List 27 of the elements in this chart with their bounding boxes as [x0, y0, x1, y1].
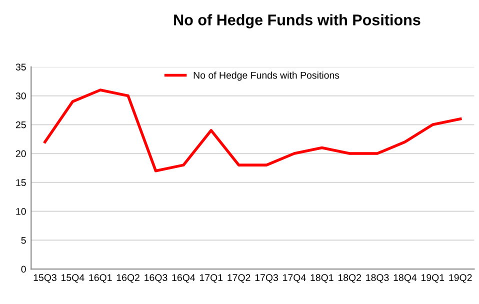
y-tick-label: 25	[16, 121, 26, 128]
y-tick-label: 15	[16, 179, 26, 186]
y-tick-label: 0	[21, 266, 26, 273]
x-tick-label: 18Q4	[394, 274, 417, 283]
x-tick-label: 17Q3	[255, 274, 278, 283]
x-tick-label: 16Q4	[172, 274, 196, 283]
x-tick-label: 17Q1	[200, 274, 223, 283]
x-tick-label: 18Q1	[310, 274, 334, 283]
x-tick-label: 19Q2	[449, 274, 472, 283]
x-tick-label: 19Q1	[422, 274, 444, 283]
line-series	[44, 88, 462, 172]
x-tick-label: 16Q2	[116, 274, 140, 283]
x-tick-label: 17Q2	[228, 274, 250, 283]
chart-title: No of Hedge Funds with Positions	[174, 14, 420, 28]
x-tick-label: 18Q3	[366, 274, 389, 283]
y-tick-label: 20	[16, 150, 26, 158]
y-tick-label: 30	[16, 92, 26, 100]
x-tick-label: 16Q3	[144, 274, 168, 283]
y-tick-label: 35	[16, 64, 26, 70]
x-tick-label: 15Q4	[62, 274, 84, 283]
y-tick-label: 10	[16, 208, 26, 215]
legend-label: No of Hedge Funds with Positions	[194, 72, 340, 81]
x-tick-label: 18Q2	[338, 274, 361, 283]
x-tick-label: 15Q3	[34, 274, 56, 283]
x-tick-label: 16Q1	[89, 274, 112, 283]
y-tick-label: 5	[21, 236, 26, 244]
x-tick-label: 17Q4	[283, 274, 306, 283]
